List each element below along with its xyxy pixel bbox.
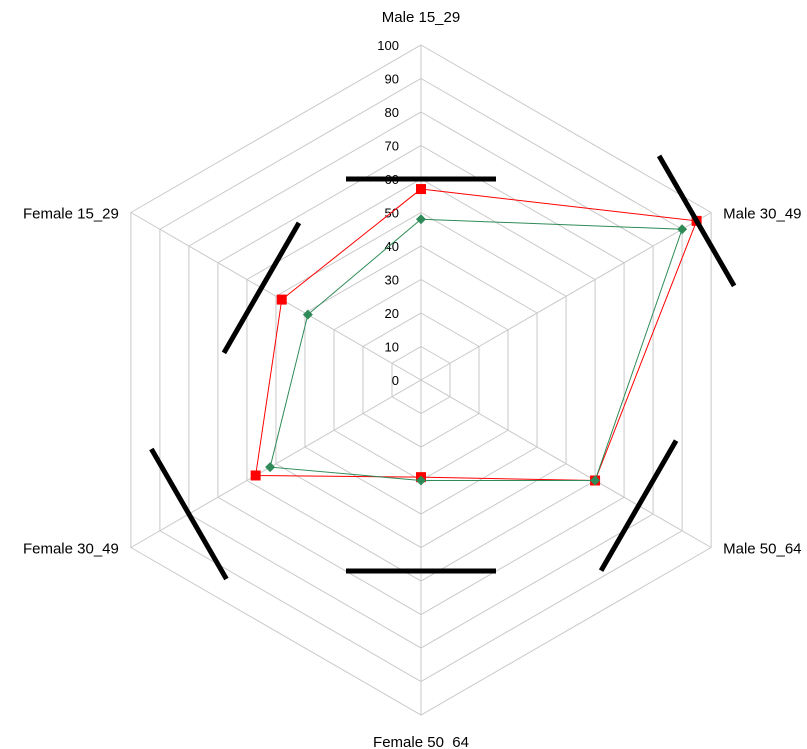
axis-spoke [420,379,712,548]
series-1 [265,214,688,486]
axis-spoke [420,212,712,381]
reference-bar-female-30-49 [149,447,229,581]
data-point [276,294,287,305]
data-series [250,184,702,486]
category-label-female-50-64: Female 50_64 [373,734,469,749]
category-label-female-30-49: Female 30_49 [23,541,119,558]
data-point [302,309,313,320]
tick-label: 70 [385,139,399,154]
tick-label: 90 [385,72,399,87]
data-point [416,184,426,195]
tick-label: 40 [385,239,399,254]
reference-bars [149,154,737,581]
tick-label: 100 [377,38,399,53]
radial-tick-labels: 0102030405060708090100 [377,38,399,388]
axis-spoke [130,212,422,381]
category-label-female-15-29: Female 15_29 [23,206,119,223]
tick-label: 30 [385,273,399,288]
data-point [677,224,688,235]
data-point [590,475,601,486]
tick-label: 80 [385,105,399,120]
data-point [265,462,276,473]
category-label-male-30-49: Male 30_49 [723,206,801,223]
axis-spoke [130,379,422,548]
data-point [250,470,261,481]
radar-spokes [130,45,712,715]
reference-bar-male-50-64 [598,439,679,572]
data-point [416,475,426,486]
category-label-male-15-29: Male 15_29 [382,9,460,26]
category-label-male-50-64: Male 50_64 [723,541,801,558]
tick-label: 20 [385,306,399,321]
reference-bar-female-15-29 [221,221,302,355]
tick-label: 0 [392,373,399,388]
data-point [416,214,426,225]
category-labels: Male 15_29 Male 30_49 Male 50_64 Female 50_… [23,9,802,749]
series-0 [250,184,702,486]
reference-bar-male-30-49 [656,154,737,288]
series-line [269,218,683,481]
tick-label: 10 [385,340,399,355]
